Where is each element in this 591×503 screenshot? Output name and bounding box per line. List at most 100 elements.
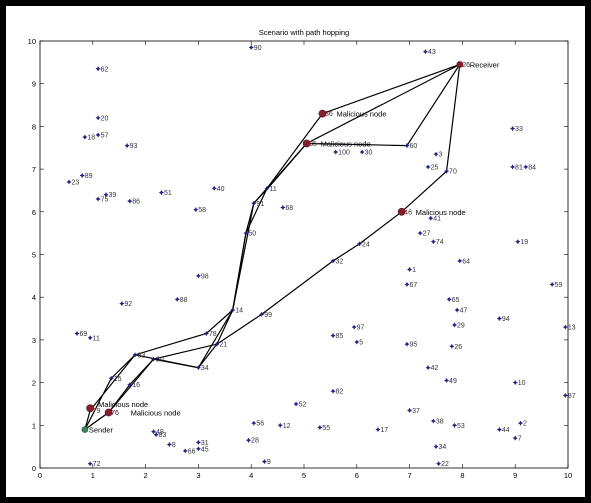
y-tick-label: 7	[32, 165, 36, 174]
node-label: 84	[528, 164, 536, 171]
node-label: 8	[172, 442, 176, 449]
node-marker	[66, 179, 72, 185]
node-label: 86	[132, 199, 140, 206]
node-label: 43	[428, 49, 436, 56]
node-marker-ring	[212, 186, 216, 190]
node-marker-ring	[352, 325, 356, 329]
node-marker	[127, 198, 132, 204]
x-tick-label: 3	[196, 471, 200, 480]
node-label: 94	[502, 316, 510, 323]
node-label: 12	[283, 423, 291, 430]
node-label: 25	[431, 164, 439, 171]
y-tick-label: 2	[32, 379, 36, 388]
route-path	[84, 64, 461, 431]
node-marker-ring	[447, 297, 451, 301]
node-label: 28	[251, 438, 259, 445]
malicious-node-marker	[86, 404, 95, 413]
node-marker-ring	[331, 259, 335, 263]
node-label: 53	[457, 423, 465, 430]
node-marker-ring	[434, 445, 438, 449]
node-marker-ring	[497, 317, 501, 320]
node-marker	[518, 420, 523, 426]
node-marker-ring	[67, 180, 71, 184]
node-marker-ring	[154, 433, 158, 437]
node-label: 63	[138, 352, 146, 359]
node-marker	[357, 241, 362, 247]
node-marker	[510, 126, 515, 131]
node-marker	[330, 388, 336, 394]
node-marker	[333, 149, 338, 155]
x-tick-label: 10	[564, 471, 572, 480]
node-label: 90	[254, 45, 262, 52]
node-label: 70	[449, 169, 457, 176]
x-tick-label: 2	[144, 471, 148, 480]
node-marker-ring	[83, 135, 87, 139]
node-marker-ring	[88, 336, 92, 340]
node-marker	[444, 169, 449, 174]
node-marker-ring	[96, 133, 100, 137]
node-marker-ring	[334, 150, 338, 154]
node-label: 2	[523, 421, 527, 428]
node-marker-ring	[360, 150, 364, 154]
node-marker	[167, 442, 172, 447]
node-marker	[183, 448, 188, 454]
node-marker	[330, 258, 336, 264]
node-marker-ring	[513, 381, 517, 385]
node-marker	[454, 307, 460, 313]
node-marker-ring	[511, 127, 514, 130]
node-label: 27	[423, 231, 431, 238]
node-label: 58	[198, 207, 206, 214]
node-marker	[278, 423, 283, 428]
node-label: 62	[101, 66, 109, 73]
node-label: 74	[436, 239, 444, 246]
node-marker-ring	[524, 165, 528, 169]
node-label: 48	[156, 429, 164, 436]
node-marker	[95, 196, 101, 202]
node-marker-ring	[405, 144, 409, 148]
node-label: 75	[101, 196, 109, 203]
node-marker	[444, 378, 449, 383]
node-marker-ring	[281, 206, 285, 209]
node-marker	[404, 143, 410, 148]
node-label: 49	[449, 378, 457, 385]
node-marker-ring	[434, 152, 438, 156]
node-marker	[563, 324, 568, 330]
node-label: 82	[336, 389, 344, 396]
node-marker-ring	[215, 342, 219, 346]
node-label: 98	[201, 273, 209, 280]
node-marker	[243, 230, 249, 236]
node-marker-ring	[358, 242, 361, 246]
node-marker	[95, 115, 101, 121]
node-marker-ring	[431, 419, 435, 423]
node-marker-ring	[331, 334, 335, 338]
node-marker	[293, 401, 299, 407]
y-tick-label: 3	[32, 336, 36, 345]
node-label: 99	[264, 312, 272, 319]
node-marker-ring	[152, 430, 155, 434]
node-marker-ring	[445, 379, 448, 382]
node-marker	[95, 132, 101, 138]
node-marker-ring	[252, 201, 256, 205]
node-marker	[354, 339, 359, 345]
node-marker-ring	[405, 282, 409, 286]
node-label: 95	[409, 342, 417, 349]
node-marker	[214, 341, 220, 347]
node-marker	[457, 258, 462, 264]
node-marker	[193, 207, 198, 212]
node-label: 7	[518, 436, 522, 443]
y-tick-label: 5	[32, 251, 36, 260]
node-marker-ring	[376, 428, 380, 431]
node-marker	[447, 297, 452, 302]
node-label: 55	[322, 425, 330, 432]
node-marker-ring	[458, 259, 462, 263]
node-label: 26	[454, 344, 462, 351]
node-label: 60	[409, 143, 417, 150]
node-label: 52	[299, 401, 307, 408]
node-marker	[151, 356, 156, 362]
node-label: 72	[93, 461, 101, 468]
node-marker-ring	[318, 426, 322, 429]
node-marker	[359, 149, 365, 155]
node-marker-ring	[96, 116, 100, 120]
x-tick-label: 6	[355, 471, 359, 480]
node-marker-ring	[331, 389, 335, 393]
